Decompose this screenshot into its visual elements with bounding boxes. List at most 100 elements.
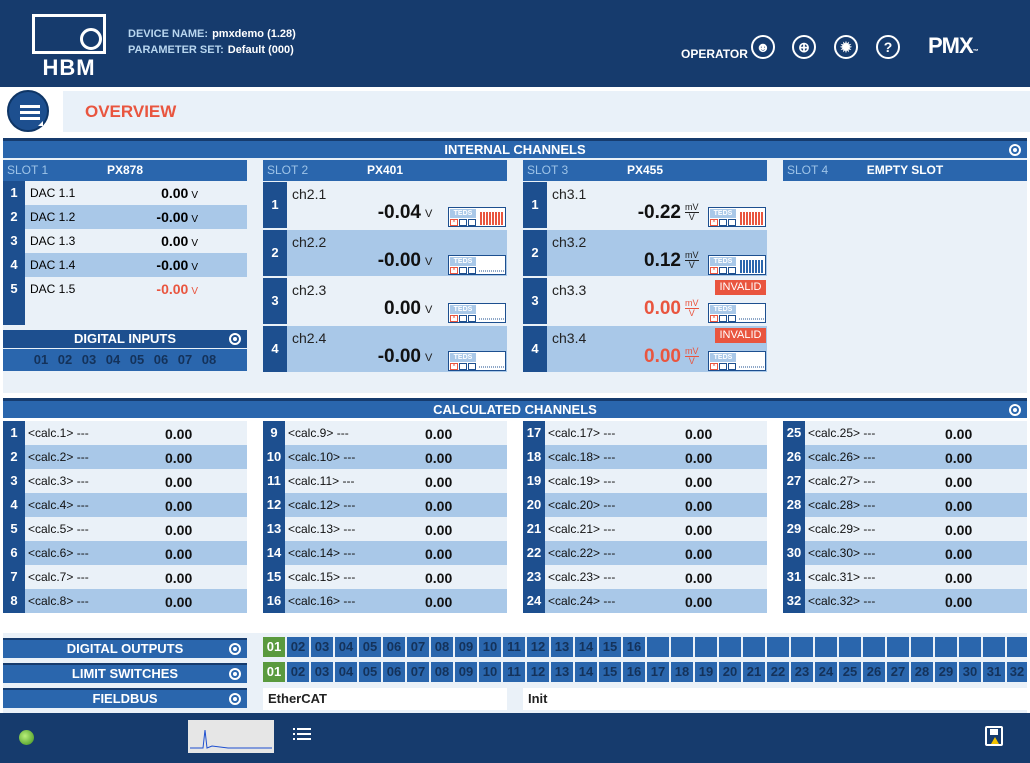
channel-row[interactable]: 4 ch3.4 0.00 mV V TEDS × INVALID	[523, 326, 767, 372]
io-cell[interactable]: 08	[431, 637, 453, 657]
calc-channel-row[interactable]: 18 <calc.18> --- 0.00	[523, 445, 767, 469]
io-cell[interactable]: 01	[263, 637, 285, 657]
calc-channel-row[interactable]: 30 <calc.30> --- 0.00	[783, 541, 1027, 565]
calc-channel-row[interactable]: 29 <calc.29> --- 0.00	[783, 517, 1027, 541]
main-menu-button[interactable]	[7, 90, 49, 132]
io-cell[interactable]: 06	[383, 637, 405, 657]
calc-channel-row[interactable]: 23 <calc.23> --- 0.00	[523, 565, 767, 589]
calc-channel-row[interactable]: 9 <calc.9> --- 0.00	[263, 421, 507, 445]
teds-indicator[interactable]: TEDS ×	[448, 255, 506, 275]
calc-channel-row[interactable]: 20 <calc.20> --- 0.00	[523, 493, 767, 517]
io-cell[interactable]: 26	[863, 662, 885, 682]
io-cell[interactable]: 23	[791, 662, 813, 682]
io-cell[interactable]: 11	[503, 662, 525, 682]
io-cell[interactable]: 24	[815, 662, 837, 682]
settings-ring-icon[interactable]	[1009, 404, 1021, 416]
teds-indicator[interactable]: TEDS ×	[708, 207, 766, 227]
io-cell[interactable]: 13	[551, 637, 573, 657]
io-cell[interactable]: 13	[551, 662, 573, 682]
channel-row[interactable]: 3 ch2.3 0.00 V TEDS ×	[263, 278, 507, 324]
signal-preview[interactable]	[188, 720, 274, 753]
calc-channel-row[interactable]: 5 <calc.5> --- 0.00	[3, 517, 247, 541]
dac-row[interactable]: 3 DAC 1.3 0.00 V	[3, 229, 247, 253]
help-icon[interactable]: ?	[876, 35, 900, 59]
dac-row[interactable]: 5 DAC 1.5 -0.00 V	[3, 277, 247, 301]
io-cell[interactable]: 02	[287, 662, 309, 682]
calc-channel-row[interactable]: 25 <calc.25> --- 0.00	[783, 421, 1027, 445]
io-cell[interactable]: 10	[479, 637, 501, 657]
calc-channel-row[interactable]: 10 <calc.10> --- 0.00	[263, 445, 507, 469]
calc-channel-row[interactable]: 17 <calc.17> --- 0.00	[523, 421, 767, 445]
dac-row[interactable]: 2 DAC 1.2 -0.00 V	[3, 205, 247, 229]
calc-channel-row[interactable]: 6 <calc.6> --- 0.00	[3, 541, 247, 565]
io-cell[interactable]: 05	[359, 662, 381, 682]
calc-channel-row[interactable]: 26 <calc.26> --- 0.00	[783, 445, 1027, 469]
io-cell[interactable]: 02	[287, 637, 309, 657]
teds-indicator[interactable]: TEDS ×	[448, 207, 506, 227]
dac-row[interactable]: 1 DAC 1.1 0.00 V	[3, 181, 247, 205]
io-cell[interactable]: 27	[887, 662, 909, 682]
io-cell[interactable]: 32	[1007, 662, 1027, 682]
io-cell[interactable]: 03	[311, 637, 333, 657]
settings-ring-icon[interactable]	[229, 668, 241, 680]
calc-channel-row[interactable]: 22 <calc.22> --- 0.00	[523, 541, 767, 565]
io-cell[interactable]: 15	[599, 637, 621, 657]
teds-indicator[interactable]: TEDS ×	[708, 255, 766, 275]
io-cell[interactable]: 14	[575, 637, 597, 657]
calc-channel-row[interactable]: 14 <calc.14> --- 0.00	[263, 541, 507, 565]
channel-row[interactable]: 1 ch3.1 -0.22 mV V TEDS ×	[523, 182, 767, 228]
io-cell[interactable]: 01	[263, 662, 285, 682]
io-cell[interactable]: 17	[647, 662, 669, 682]
teds-indicator[interactable]: TEDS ×	[448, 351, 506, 371]
io-cell[interactable]: 09	[455, 662, 477, 682]
io-cell[interactable]: 25	[839, 662, 861, 682]
io-cell[interactable]: 16	[623, 662, 645, 682]
user-icon[interactable]: ☻	[751, 35, 775, 59]
calc-channel-row[interactable]: 1 <calc.1> --- 0.00	[3, 421, 247, 445]
channel-row[interactable]: 1 ch2.1 -0.04 V TEDS ×	[263, 182, 507, 228]
io-cell[interactable]: 05	[359, 637, 381, 657]
io-cell[interactable]: 29	[935, 662, 957, 682]
channel-row[interactable]: 2 ch3.2 0.12 mV V TEDS ×	[523, 230, 767, 276]
io-cell[interactable]: 31	[983, 662, 1005, 682]
channel-row[interactable]: 3 ch3.3 0.00 mV V TEDS × INVALID	[523, 278, 767, 324]
io-cell[interactable]: 03	[311, 662, 333, 682]
settings-ring-icon[interactable]	[229, 333, 241, 345]
io-cell[interactable]: 07	[407, 662, 429, 682]
io-cell[interactable]: 15	[599, 662, 621, 682]
teds-indicator[interactable]: TEDS ×	[448, 303, 506, 323]
menu-list-icon[interactable]	[293, 727, 311, 743]
io-cell[interactable]: 18	[671, 662, 693, 682]
calc-channel-row[interactable]: 31 <calc.31> --- 0.00	[783, 565, 1027, 589]
calc-channel-row[interactable]: 11 <calc.11> --- 0.00	[263, 469, 507, 493]
calc-channel-row[interactable]: 32 <calc.32> --- 0.00	[783, 589, 1027, 613]
calc-channel-row[interactable]: 12 <calc.12> --- 0.00	[263, 493, 507, 517]
channel-row[interactable]: 4 ch2.4 -0.00 V TEDS ×	[263, 326, 507, 372]
calc-channel-row[interactable]: 16 <calc.16> --- 0.00	[263, 589, 507, 613]
io-cell[interactable]: 22	[767, 662, 789, 682]
io-cell[interactable]: 07	[407, 637, 429, 657]
dac-row[interactable]: 4 DAC 1.4 -0.00 V	[3, 253, 247, 277]
io-cell[interactable]: 04	[335, 637, 357, 657]
io-cell[interactable]: 28	[911, 662, 933, 682]
brightness-icon[interactable]: ✹	[834, 35, 858, 59]
io-cell[interactable]: 21	[743, 662, 765, 682]
io-cell[interactable]: 06	[383, 662, 405, 682]
channel-row[interactable]: 2 ch2.2 -0.00 V TEDS ×	[263, 230, 507, 276]
calc-channel-row[interactable]: 24 <calc.24> --- 0.00	[523, 589, 767, 613]
io-cell[interactable]: 19	[695, 662, 717, 682]
calc-channel-row[interactable]: 21 <calc.21> --- 0.00	[523, 517, 767, 541]
teds-indicator[interactable]: TEDS ×	[708, 303, 766, 323]
io-cell[interactable]: 09	[455, 637, 477, 657]
io-cell[interactable]: 16	[623, 637, 645, 657]
calc-channel-row[interactable]: 13 <calc.13> --- 0.00	[263, 517, 507, 541]
io-cell[interactable]: 08	[431, 662, 453, 682]
calc-channel-row[interactable]: 7 <calc.7> --- 0.00	[3, 565, 247, 589]
globe-icon[interactable]: ⊕	[792, 35, 816, 59]
calc-channel-row[interactable]: 19 <calc.19> --- 0.00	[523, 469, 767, 493]
calc-channel-row[interactable]: 27 <calc.27> --- 0.00	[783, 469, 1027, 493]
settings-ring-icon[interactable]	[1009, 144, 1021, 156]
calc-channel-row[interactable]: 28 <calc.28> --- 0.00	[783, 493, 1027, 517]
save-warning-icon[interactable]	[985, 726, 1003, 746]
calc-channel-row[interactable]: 15 <calc.15> --- 0.00	[263, 565, 507, 589]
